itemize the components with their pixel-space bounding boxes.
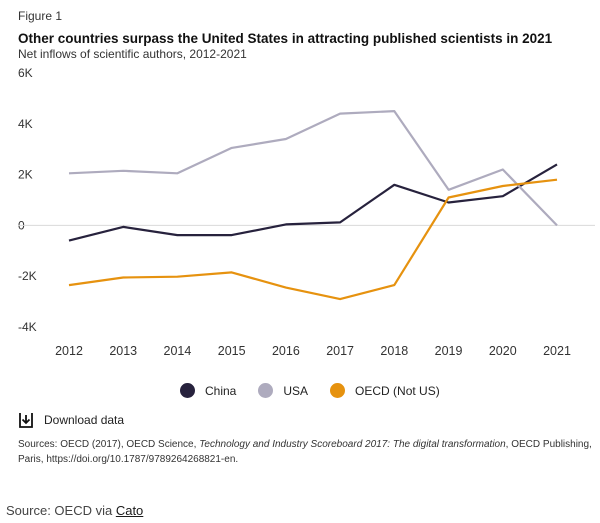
series-line (68, 178, 558, 301)
x-tick-label: 2016 (272, 344, 300, 358)
sources-note: Sources: OECD (2017), OECD Science, Tech… (18, 437, 593, 467)
x-tick-label: 2012 (55, 344, 83, 358)
sources-title: Technology and Industry Scoreboard 2017:… (199, 439, 506, 450)
source-credit: Source: OECD via Cato (6, 503, 143, 518)
x-axis: 2012 2013 2014 2015 2016 2017 2018 2019 2020 2021 (55, 344, 571, 358)
legend-item: OECD (Not US) (330, 383, 440, 398)
legend-swatch (258, 383, 274, 398)
legend-item: USA (258, 383, 308, 398)
x-tick-label: 2015 (218, 344, 246, 358)
y-tick-label: 4K (18, 117, 33, 131)
series-line (68, 163, 558, 242)
y-tick-label: 6K (18, 66, 33, 80)
x-tick-label: 2013 (109, 344, 137, 358)
legend-label: OECD (Not US) (355, 383, 440, 398)
figure-label: Figure 1 (18, 9, 63, 23)
legend-label: USA (283, 383, 309, 398)
download-icon (19, 413, 33, 428)
legend-label: China (205, 383, 237, 398)
series-line (68, 109, 558, 227)
chart-legend: China USA OECD (Not US) (180, 383, 462, 398)
legend-item: China (180, 383, 236, 398)
x-tick-label: 2017 (326, 344, 354, 358)
download-label: Download data (44, 413, 125, 427)
series-usa (68, 109, 558, 227)
sources-prefix: Sources: OECD (2017), OECD Science, (18, 439, 200, 450)
chart-subtitle: Net inflows of scientific authors, 2012-… (18, 47, 247, 61)
series-group (68, 109, 558, 301)
x-tick-label: 2020 (489, 344, 517, 358)
chart-title: Other countries surpass the United State… (18, 31, 553, 46)
x-tick-label: 2021 (543, 344, 571, 358)
x-tick-label: 2018 (380, 344, 408, 358)
sources-suffix: , OECD Publishing, Paris, https://doi.or… (18, 439, 592, 465)
y-tick-label: -4K (18, 320, 37, 334)
download-data-button[interactable]: Download data (18, 412, 124, 428)
y-tick-label: -2K (18, 269, 37, 283)
x-tick-label: 2019 (435, 344, 463, 358)
x-tick-label: 2014 (164, 344, 192, 358)
series-oecd-not-us (68, 178, 558, 301)
cato-link[interactable]: Cato (115, 503, 144, 518)
legend-swatch (180, 383, 195, 398)
legend-swatch (330, 383, 346, 398)
y-tick-label: 2K (18, 168, 33, 182)
source-credit-prefix: Source: OECD via (6, 503, 116, 518)
series-china (68, 163, 558, 242)
